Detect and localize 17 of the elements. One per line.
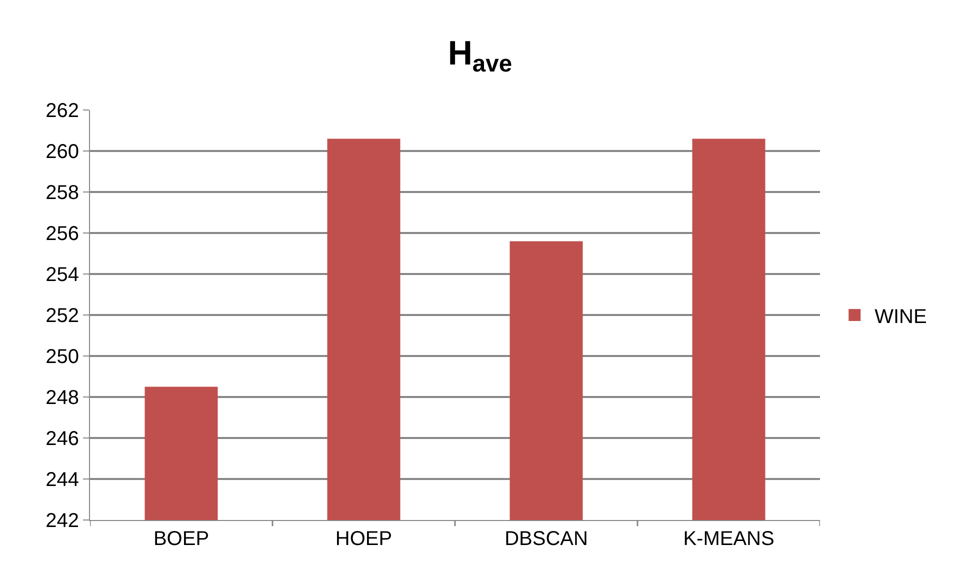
y-tick-label: 250 bbox=[46, 346, 79, 368]
y-tick-label: 256 bbox=[46, 223, 79, 245]
y-tick-label: 262 bbox=[46, 100, 79, 122]
y-tick-label: 252 bbox=[46, 305, 79, 327]
y-tick-label: 254 bbox=[46, 264, 79, 286]
y-tick-label: 244 bbox=[46, 469, 79, 491]
y-tick-label: 260 bbox=[46, 141, 79, 163]
x-tick-label: K-MEANS bbox=[683, 528, 774, 550]
y-tick-label: 258 bbox=[46, 182, 79, 204]
y-tick-label: 248 bbox=[46, 387, 79, 409]
y-tick-label: 242 bbox=[46, 510, 79, 532]
chart-title: H$_{ave}$ bbox=[448, 34, 512, 78]
legend-label: WINE bbox=[874, 306, 927, 328]
y-tick-label: 246 bbox=[46, 428, 79, 450]
x-tick-label: DBSCAN bbox=[504, 528, 588, 550]
x-tick-label: BOEP bbox=[153, 528, 210, 550]
x-tick-label: HOEP bbox=[335, 528, 392, 550]
